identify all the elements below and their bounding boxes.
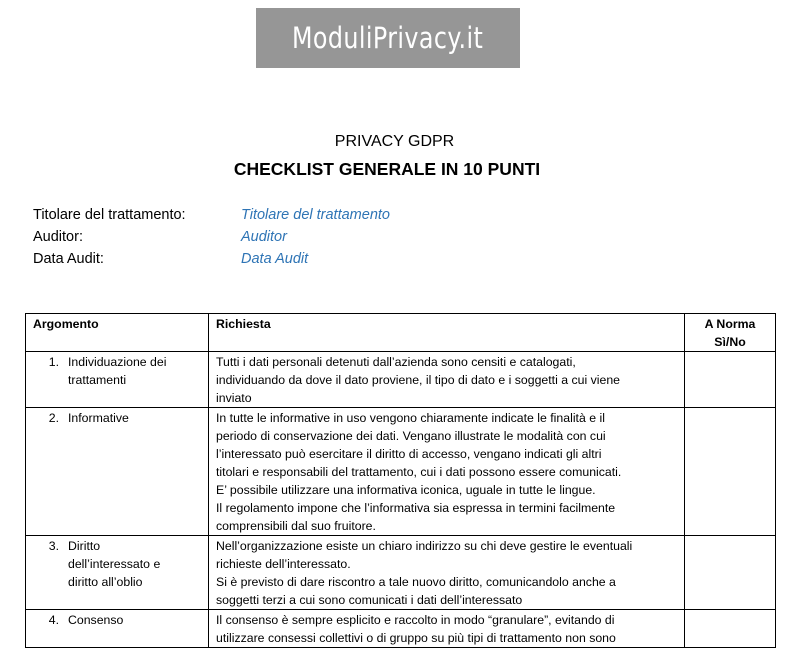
table-row: 1. Individuazione dei trattamenti Tutti i d… [25, 351, 776, 408]
document-title: CHECKLIST GENERALE IN 10 PUNTI [233, 159, 541, 179]
text-line: individuando da dove il dato proviene, i… [216, 373, 621, 387]
text-line: utilizzare consessi collettivi o di grup… [216, 631, 616, 645]
cell-a-norma[interactable] [684, 535, 776, 610]
cell-richiesta: In tutte le informative in uso vengono c… [208, 407, 685, 536]
text-line: In tutte le informative in uso vengono c… [216, 411, 605, 425]
cell-richiesta: Nell’organizzazione esiste un chiaro ind… [208, 535, 685, 610]
item-number: 3. [48, 539, 59, 553]
cell-argomento: 3. Diritto dell’interessato e diritto all’o… [25, 535, 209, 610]
text-line: Si è previsto di dare riscontro a tale n… [216, 575, 616, 589]
cell-a-norma[interactable] [684, 351, 776, 408]
item-number: 4. [48, 613, 59, 627]
logo: ModuliPrivacy.it [256, 8, 520, 68]
text-line: diritto all’oblio [68, 575, 143, 589]
meta-value: Data Audit [241, 251, 309, 267]
argomento-text: Diritto dell’interessato e diritto all’obl… [68, 537, 190, 591]
cell-richiesta: Tutti i dati personali detenuti dall’azi… [208, 351, 685, 408]
meta-label: Titolare del trattamento: [33, 207, 186, 223]
cell-argomento: 1. Individuazione dei trattamenti [25, 351, 209, 408]
text-line: titolari e responsabili del trattamento,… [216, 465, 622, 479]
header-richiesta: Richiesta [208, 313, 685, 352]
text-line: soggetti terzi a cui sono comunicati i d… [216, 593, 523, 607]
text-line: Diritto [68, 539, 101, 553]
table-row: 2. Informative In tutte le informative in … [25, 407, 776, 536]
text-line: Informative [68, 411, 129, 425]
text-line: Il consenso è sempre esplicito e raccolt… [216, 613, 615, 627]
argomento-text: Individuazione dei trattamenti [68, 353, 190, 389]
checklist-table: Argomento Richiesta A Norma Sì/No 1. Indi… [25, 313, 776, 648]
table-row: 4. Consenso Il consenso è sempre esplicito… [25, 609, 776, 648]
meta-label: Data Audit: [33, 251, 104, 267]
text-line: dell’interessato e [68, 557, 161, 571]
item-number: 2. [48, 411, 59, 425]
text-line: Il regolamento impone che l’informativa … [216, 501, 616, 515]
table-row: 3. Diritto dell’interessato e diritto all’o… [25, 535, 776, 610]
text-line: E’ possibile utilizzare una informativa … [216, 483, 596, 497]
text-line: periodo di conservazione dei dati. Venga… [216, 429, 606, 443]
table-header-row: Argomento Richiesta A Norma Sì/No [25, 313, 776, 352]
text-line: Consenso [68, 613, 124, 627]
cell-argomento: 2. Informative [25, 407, 209, 536]
argomento-text: Informative [68, 409, 190, 427]
text-line: Individuazione dei [68, 355, 167, 369]
text-line: Nell’organizzazione esiste un chiaro ind… [216, 539, 633, 553]
header-argomento: Argomento [25, 313, 209, 352]
text-line: comprensibili dal suo fruitore. [216, 519, 376, 533]
argomento-text: Consenso [68, 611, 190, 629]
header-a-norma: A Norma Sì/No [684, 313, 776, 352]
meta-value: Titolare del trattamento [241, 207, 390, 223]
text-line: l’interessato può esercitare il diritto … [216, 447, 602, 461]
item-number: 1. [48, 355, 59, 369]
text-line: richieste dell’interessato. [216, 557, 351, 571]
text-line: inviato [216, 391, 252, 405]
cell-a-norma[interactable] [684, 407, 776, 536]
text-line: trattamenti [68, 373, 127, 387]
text-line: Tutti i dati personali detenuti dall’azi… [216, 355, 576, 369]
document-subtitle: PRIVACY GDPR [334, 133, 455, 150]
meta-label: Auditor: [33, 229, 83, 245]
meta-value: Auditor [241, 229, 287, 245]
logo-text: ModuliPrivacy.it [292, 21, 484, 55]
